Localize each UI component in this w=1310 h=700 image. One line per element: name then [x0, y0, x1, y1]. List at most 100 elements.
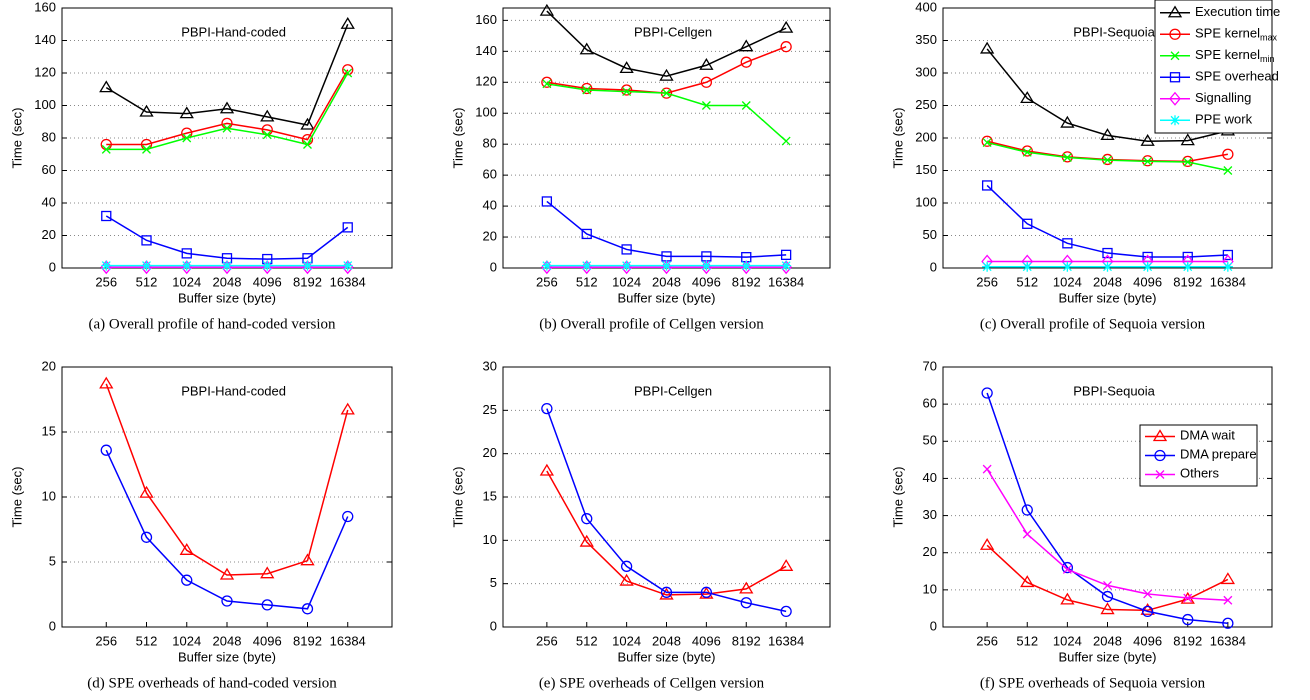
y-tick-label: 15 — [42, 423, 56, 438]
y-tick-label: 0 — [930, 259, 937, 274]
y-tick-label: 10 — [483, 532, 497, 547]
legend-name: SPE kernel — [1195, 47, 1260, 62]
marker — [701, 101, 711, 110]
x-axis-label: Buffer size (byte) — [178, 649, 276, 664]
y-tick-label: 10 — [923, 581, 937, 596]
legend-box — [1154, 0, 1273, 134]
x-tick-label: 16384 — [768, 633, 804, 648]
y-tick-label: 30 — [923, 507, 937, 522]
marker — [99, 80, 114, 93]
y-tick-label: 60 — [483, 167, 497, 182]
marker — [343, 68, 353, 78]
marker — [1223, 166, 1233, 175]
y-tick-label: 5 — [49, 553, 56, 568]
x-axis-label: Buffer size (byte) — [1058, 649, 1156, 664]
marker — [781, 136, 791, 146]
marker — [1167, 5, 1183, 18]
series-line — [106, 69, 349, 146]
y-tick-label: 80 — [483, 136, 497, 151]
marker — [1103, 580, 1112, 590]
legend-name: PPE work — [1195, 112, 1253, 127]
legend-name: DMA wait — [1180, 428, 1235, 443]
marker — [101, 144, 111, 154]
y-tick-label: 50 — [923, 433, 937, 448]
marker — [219, 101, 235, 114]
marker — [699, 57, 714, 70]
caption: (c) Overall profile of Sequoia version — [980, 316, 1206, 332]
marker — [1169, 91, 1181, 106]
legend-name: DMA prepare — [1180, 447, 1257, 462]
marker — [979, 538, 995, 550]
x-tick-label: 2048 — [213, 633, 242, 648]
y-tick-label: 400 — [915, 0, 937, 14]
legend-label: PPE work — [1195, 112, 1253, 127]
marker — [139, 485, 154, 498]
y-tick-label: 140 — [475, 43, 497, 58]
marker — [541, 260, 552, 271]
marker — [221, 595, 233, 607]
marker — [621, 244, 632, 255]
legend-label: SPE kernelmin — [1195, 47, 1275, 64]
plot-title: PBPI-Hand-coded — [181, 383, 286, 398]
x-tick-label: 1024 — [612, 633, 641, 648]
marker — [1062, 564, 1072, 574]
marker — [1183, 157, 1193, 167]
marker — [1154, 449, 1166, 462]
marker — [1020, 575, 1035, 588]
x-tick-label: 16384 — [330, 274, 366, 289]
marker — [140, 531, 153, 543]
marker — [302, 260, 313, 271]
y-tick-label: 15 — [483, 488, 497, 503]
y-axis-label: Time (sec) — [9, 108, 24, 169]
y-tick-label: 200 — [915, 129, 937, 144]
x-tick-label: 1024 — [172, 633, 201, 648]
marker — [1062, 153, 1072, 162]
x-tick-label: 2048 — [1093, 274, 1122, 289]
marker — [981, 387, 993, 399]
x-tick-label: 4096 — [1133, 274, 1162, 289]
marker — [541, 76, 553, 88]
marker — [660, 586, 673, 598]
legend-name: SPE overhead — [1195, 69, 1279, 84]
y-axis-label: Time (sec) — [890, 108, 905, 169]
marker — [1182, 613, 1194, 626]
marker — [262, 260, 273, 271]
marker — [260, 109, 275, 122]
marker — [1222, 617, 1234, 629]
x-axis-label: Buffer size (byte) — [1058, 290, 1156, 305]
y-tick-label: 300 — [915, 64, 937, 79]
marker — [701, 260, 712, 271]
marker — [620, 84, 633, 96]
marker — [1223, 595, 1233, 605]
series-line — [105, 23, 349, 126]
marker — [1020, 91, 1035, 103]
marker — [1060, 115, 1075, 128]
marker — [780, 41, 792, 53]
series-line — [986, 184, 1228, 258]
legend-label: Signalling — [1195, 90, 1251, 105]
marker — [1180, 133, 1195, 146]
y-axis-label: Time (sec) — [890, 467, 905, 528]
y-tick-label: 20 — [483, 228, 497, 243]
x-tick-label: 256 — [976, 274, 998, 289]
marker — [1060, 592, 1075, 605]
legend-label: DMA wait — [1180, 428, 1235, 443]
marker — [662, 88, 671, 98]
x-tick-label: 1024 — [1053, 633, 1082, 648]
y-tick-label: 5 — [490, 575, 497, 590]
y-tick-label: 350 — [915, 32, 937, 47]
legend-label: Execution time — [1195, 4, 1280, 19]
caption: (f) SPE overheads of Sequoia version — [980, 675, 1206, 691]
marker — [1022, 147, 1032, 157]
y-tick-label: 0 — [490, 259, 497, 274]
marker — [1062, 261, 1073, 272]
y-axis-label: Time (sec) — [9, 467, 24, 528]
marker — [622, 87, 632, 97]
x-tick-label: 1024 — [1053, 274, 1082, 289]
marker — [1169, 28, 1181, 40]
legend-name: SPE kernel — [1195, 26, 1260, 41]
x-tick-label: 1024 — [612, 274, 641, 289]
axes-box — [61, 366, 393, 628]
x-tick-label: 8192 — [732, 274, 761, 289]
